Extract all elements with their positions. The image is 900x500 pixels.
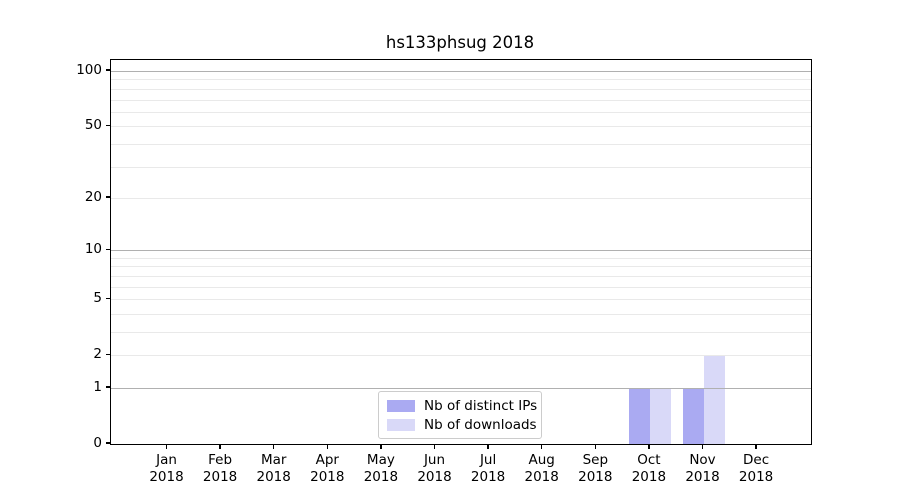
x-tick-month: Mar <box>260 452 287 468</box>
x-tick-month: Apr <box>315 452 339 468</box>
x-tick-label-feb: Feb 2018 <box>188 452 252 485</box>
bar-nov-series0 <box>682 388 704 444</box>
x-tick-year: 2018 <box>363 468 399 485</box>
x-tick-mark-apr <box>326 444 328 449</box>
x-tick-year: 2018 <box>149 468 184 485</box>
x-tick-month: Dec <box>743 452 770 468</box>
bar-oct-series1 <box>649 388 671 444</box>
major-gridline-100 <box>111 71 811 72</box>
minor-gridline-90 <box>111 79 811 81</box>
legend-item-1: Nb of downloads <box>387 417 537 433</box>
x-tick-year: 2018 <box>470 468 506 485</box>
y-tick-label-20: 20 <box>84 188 102 205</box>
y-tick-mark-1 <box>106 386 110 388</box>
chart-title: hs133phsug 2018 <box>385 33 535 52</box>
x-tick-mark-nov <box>701 444 704 449</box>
x-tick-label-nov: Nov 2018 <box>671 452 735 485</box>
x-tick-year: 2018 <box>310 468 345 485</box>
x-tick-year: 2018 <box>256 468 291 485</box>
minor-gridline-4 <box>111 313 811 315</box>
minor-gridline-9 <box>111 257 811 259</box>
x-tick-year: 2018 <box>685 468 720 485</box>
legend-swatch-0 <box>387 399 415 412</box>
y-tick-mark-0 <box>106 442 110 444</box>
minor-gridline-7 <box>111 275 811 277</box>
x-tick-label-aug: Aug 2018 <box>510 452 574 485</box>
x-tick-year: 2018 <box>202 468 238 485</box>
minor-gridline-8 <box>111 266 811 268</box>
y-tick-label-100: 100 <box>76 62 102 78</box>
x-tick-month: Aug <box>528 452 555 468</box>
minor-gridline-6 <box>111 286 811 288</box>
legend-swatch-1 <box>387 418 415 431</box>
y-tick-label-5: 5 <box>93 290 102 307</box>
y-tick-mark-2 <box>106 353 110 355</box>
y-tick-label-2: 2 <box>93 346 102 363</box>
x-tick-label-mar: Mar 2018 <box>242 452 306 485</box>
x-tick-mark-may <box>380 444 382 449</box>
x-tick-mark-aug <box>541 444 543 449</box>
x-tick-mark-sep <box>594 444 596 449</box>
plot-area: Nb of distinct IPs Nb of downloads <box>110 59 812 445</box>
x-tick-month: Oct <box>637 452 661 468</box>
bar-oct-series0 <box>628 388 650 444</box>
x-tick-month: Nov <box>689 452 716 468</box>
minor-gridline-40 <box>111 143 811 145</box>
x-tick-year: 2018 <box>578 468 613 485</box>
x-tick-mark-jul <box>487 444 489 449</box>
x-tick-year: 2018 <box>524 468 559 485</box>
x-tick-month: Jan <box>156 452 177 468</box>
x-tick-year: 2018 <box>738 468 774 485</box>
legend-item-0: Nb of distinct IPs <box>387 398 537 414</box>
y-tick-mark-50 <box>106 124 110 126</box>
x-tick-label-jan: Jan 2018 <box>135 452 199 485</box>
x-tick-label-sep: Sep 2018 <box>563 452 627 485</box>
x-tick-label-apr: Apr 2018 <box>295 452 359 485</box>
x-tick-month: Sep <box>582 452 609 468</box>
x-tick-mark-jan <box>165 444 168 449</box>
legend-label-0: Nb of distinct IPs <box>424 397 538 414</box>
y-tick-mark-100 <box>106 69 110 71</box>
minor-gridline-80 <box>111 88 811 90</box>
x-tick-year: 2018 <box>417 468 452 485</box>
y-tick-label-10: 10 <box>84 241 102 258</box>
x-tick-mark-dec <box>755 444 757 449</box>
x-tick-mark-oct <box>648 444 650 449</box>
x-tick-month: Jul <box>479 452 497 468</box>
legend-label-1: Nb of downloads <box>424 416 537 433</box>
x-tick-year: 2018 <box>631 468 667 485</box>
y-tick-mark-20 <box>106 196 110 198</box>
bar-nov-series1 <box>703 355 725 444</box>
y-tick-label-50: 50 <box>84 117 102 134</box>
x-tick-month: May <box>366 452 395 468</box>
x-tick-mark-mar <box>273 444 275 449</box>
y-tick-mark-10 <box>106 248 110 250</box>
x-tick-label-dec: Dec 2018 <box>724 452 788 485</box>
x-tick-label-jun: Jun 2018 <box>403 452 467 485</box>
major-gridline-10 <box>111 250 811 252</box>
x-tick-mark-jun <box>433 444 436 449</box>
x-tick-month: Feb <box>208 452 233 468</box>
minor-gridline-3 <box>111 332 811 333</box>
minor-gridline-20 <box>111 197 811 199</box>
x-tick-label-jul: Jul 2018 <box>456 452 520 485</box>
minor-gridline-30 <box>111 166 811 168</box>
minor-gridline-50 <box>111 126 811 128</box>
x-tick-month: Jun <box>423 452 446 468</box>
x-tick-label-oct: Oct 2018 <box>617 452 681 485</box>
major-gridline-1 <box>111 388 811 389</box>
minor-gridline-5 <box>111 299 811 301</box>
minor-gridline-2 <box>111 355 811 357</box>
y-tick-mark-5 <box>106 297 110 299</box>
x-tick-mark-feb <box>219 444 221 449</box>
x-tick-label-may: May 2018 <box>349 452 413 485</box>
y-tick-label-0: 0 <box>93 435 102 451</box>
y-tick-label-1: 1 <box>93 379 102 395</box>
minor-gridline-60 <box>111 111 811 113</box>
legend: Nb of distinct IPs Nb of downloads <box>378 391 542 439</box>
minor-gridline-70 <box>111 99 811 101</box>
